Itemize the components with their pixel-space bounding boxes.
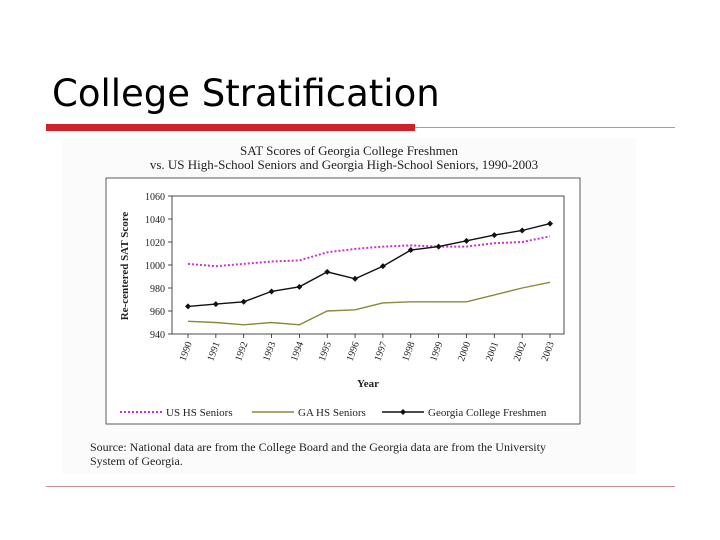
data-point xyxy=(435,243,442,250)
series-line-2 xyxy=(187,222,551,308)
source-note-line-2: System of Georgia. xyxy=(90,454,183,468)
data-point xyxy=(407,247,414,254)
y-tick-label: 1020 xyxy=(145,238,165,249)
data-point xyxy=(296,283,303,290)
chart-figure: SAT Scores of Georgia College Freshmen v… xyxy=(62,138,636,474)
data-point xyxy=(352,275,359,282)
series-line-0 xyxy=(187,235,551,268)
legend-label: Georgia College Freshmen xyxy=(428,407,547,419)
legend-label: US HS Seniors xyxy=(166,407,233,419)
y-axis-label: Re-centered SAT Score xyxy=(119,212,131,321)
data-point xyxy=(491,232,498,239)
data-point xyxy=(212,301,219,308)
legend-marker xyxy=(400,409,406,415)
data-point xyxy=(240,298,247,305)
title-accent-bar xyxy=(46,124,415,131)
data-point xyxy=(519,227,526,234)
x-axis-label: Year xyxy=(357,378,379,390)
data-point xyxy=(379,263,386,270)
y-tick-label: 960 xyxy=(150,307,165,318)
data-point xyxy=(185,303,191,310)
data-point xyxy=(324,268,331,275)
title-divider-line xyxy=(415,127,675,128)
data-point xyxy=(547,220,553,227)
bottom-divider-line xyxy=(46,486,675,487)
slide-title: College Stratification xyxy=(52,72,440,115)
source-note-line-1: Source: National data are from the Colle… xyxy=(90,440,546,454)
y-tick-label: 1060 xyxy=(145,192,165,203)
y-tick-label: 1000 xyxy=(145,261,165,272)
series-line-1 xyxy=(187,281,551,326)
y-tick-label: 940 xyxy=(150,330,165,341)
y-tick-label: 980 xyxy=(150,284,165,295)
data-point xyxy=(463,237,470,244)
chart-frame xyxy=(105,177,581,425)
line-chart: SAT Scores of Georgia College Freshmen v… xyxy=(90,143,581,468)
chart-title: SAT Scores of Georgia College Freshmen xyxy=(240,143,458,158)
y-tick-label: 1040 xyxy=(145,215,165,226)
chart-subtitle: vs. US High-School Seniors and Georgia H… xyxy=(150,157,538,172)
data-point xyxy=(268,288,275,295)
legend-label: GA HS Seniors xyxy=(298,407,366,419)
